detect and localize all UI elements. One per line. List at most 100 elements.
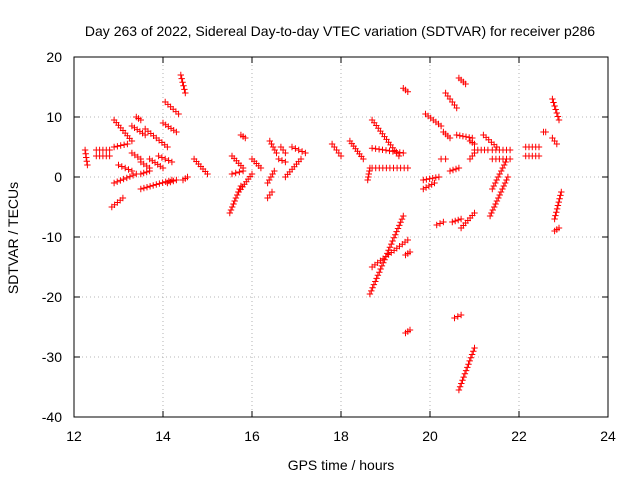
data-point	[549, 95, 563, 124]
y-tick-label: 0	[54, 169, 62, 185]
data-point	[142, 125, 171, 151]
data-segment	[402, 248, 414, 259]
data-point	[540, 128, 549, 136]
data-segment	[400, 85, 411, 95]
data-segment	[177, 71, 189, 97]
data-segment	[190, 155, 211, 178]
data-segment	[288, 143, 309, 157]
data-point	[93, 146, 113, 154]
data-point	[420, 179, 438, 193]
data-segment	[93, 146, 113, 154]
data-point	[282, 155, 305, 181]
data-segment	[522, 152, 543, 160]
data-segment	[179, 173, 191, 184]
data-point	[440, 128, 454, 142]
data-segment	[110, 116, 136, 145]
data-point	[420, 173, 443, 184]
x-tick-label: 14	[155, 428, 171, 444]
data-point	[288, 143, 309, 157]
data-segment	[437, 155, 449, 163]
data-point	[237, 131, 249, 142]
data-segment	[551, 188, 565, 223]
data-point	[93, 152, 113, 160]
data-segment	[155, 152, 176, 166]
data-segment	[466, 137, 478, 148]
data-point	[346, 137, 367, 163]
data-segment	[282, 155, 305, 181]
data-segment	[442, 89, 460, 112]
data-point	[455, 74, 469, 88]
data-segment	[549, 95, 563, 124]
data-point	[549, 134, 560, 148]
data-segment	[366, 212, 407, 298]
data-point	[159, 119, 180, 136]
data-point	[446, 164, 463, 175]
data-segment	[368, 164, 411, 172]
data-segment	[137, 176, 176, 193]
data-point	[115, 161, 136, 175]
data-segment	[159, 119, 180, 136]
data-segment	[277, 143, 289, 157]
y-axis-label: SDTVAR / TECUs	[5, 182, 21, 294]
data-segment	[228, 167, 247, 178]
data-segment	[522, 143, 543, 151]
data-point	[489, 158, 509, 193]
data-segment	[440, 128, 454, 142]
data-segment	[133, 113, 144, 124]
data-point	[228, 167, 247, 178]
x-tick-label: 12	[66, 428, 82, 444]
gridlines	[74, 57, 608, 417]
data-segment	[402, 326, 414, 337]
data-point	[264, 188, 276, 202]
data-segment	[449, 215, 465, 226]
data-point	[264, 167, 278, 187]
data-segment	[235, 170, 256, 196]
data-point	[368, 145, 407, 157]
data-segment	[264, 188, 276, 202]
data-segment	[162, 98, 182, 118]
data-segment	[93, 152, 113, 160]
data-segment	[275, 155, 289, 166]
data-point	[451, 311, 465, 322]
data-point	[179, 173, 191, 184]
y-tick-label: -10	[42, 229, 62, 245]
x-tick-label: 16	[244, 428, 260, 444]
data-point	[466, 137, 478, 148]
x-tick-label: 24	[600, 428, 616, 444]
data-point	[248, 155, 265, 172]
data-segment	[433, 218, 447, 229]
x-tick-label: 20	[422, 428, 438, 444]
data-segment	[420, 179, 438, 193]
data-segment	[266, 137, 280, 157]
y-tick-label: -40	[42, 409, 62, 425]
data-segment	[489, 146, 514, 154]
data-point	[455, 344, 478, 394]
data-segment	[446, 164, 463, 175]
x-tick-label: 18	[333, 428, 349, 444]
data-point	[453, 131, 476, 142]
data-point	[81, 146, 91, 169]
y-tick-label: -20	[42, 289, 62, 305]
y-tick-label: 10	[46, 109, 62, 125]
data-segment	[108, 194, 127, 211]
data-point	[466, 149, 478, 163]
data-segment	[137, 167, 153, 178]
data-segment	[164, 176, 180, 187]
data-point	[128, 122, 149, 139]
data-point	[164, 176, 180, 187]
data-segment	[128, 122, 149, 139]
data-point	[110, 170, 140, 187]
data-point	[277, 143, 289, 157]
data-point	[449, 215, 465, 226]
data-point	[137, 167, 153, 178]
data-segment	[471, 146, 492, 154]
data-point	[162, 98, 182, 118]
data-point	[155, 152, 176, 166]
data-point	[177, 71, 189, 97]
data-point	[400, 85, 411, 95]
data-point	[457, 209, 478, 232]
data-segment	[248, 155, 265, 172]
x-axis-label: GPS time / hours	[288, 457, 395, 473]
